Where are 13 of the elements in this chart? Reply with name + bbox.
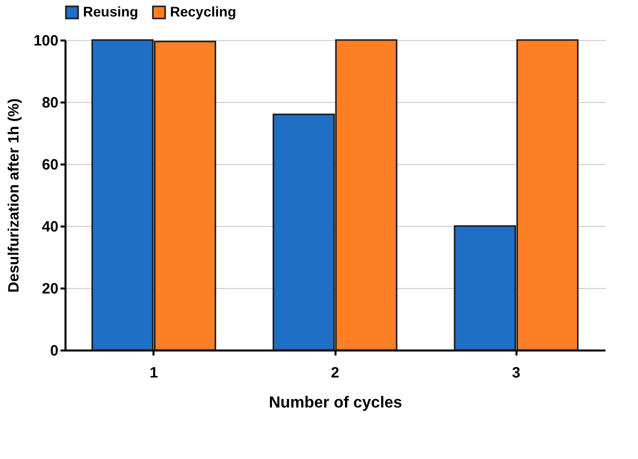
- legend-label: Recycling: [170, 3, 236, 20]
- legend-label: Reusing: [83, 3, 138, 20]
- y-tick-label: 0: [50, 342, 58, 360]
- y-tick-label: 20: [42, 280, 58, 298]
- y-tick-label: 80: [42, 94, 58, 112]
- x-tick-label: 3: [512, 364, 520, 382]
- x-tick-label: 2: [330, 364, 340, 382]
- y-tick-label: 60: [42, 156, 58, 174]
- y-tick-label: 40: [42, 218, 58, 236]
- x-axis-title: Number of cycles: [268, 394, 402, 412]
- x-tick-label: 1: [150, 364, 158, 382]
- y-axis-title: Desulfurization after 1h (%): [5, 98, 22, 293]
- y-tick-label: 100: [33, 32, 58, 50]
